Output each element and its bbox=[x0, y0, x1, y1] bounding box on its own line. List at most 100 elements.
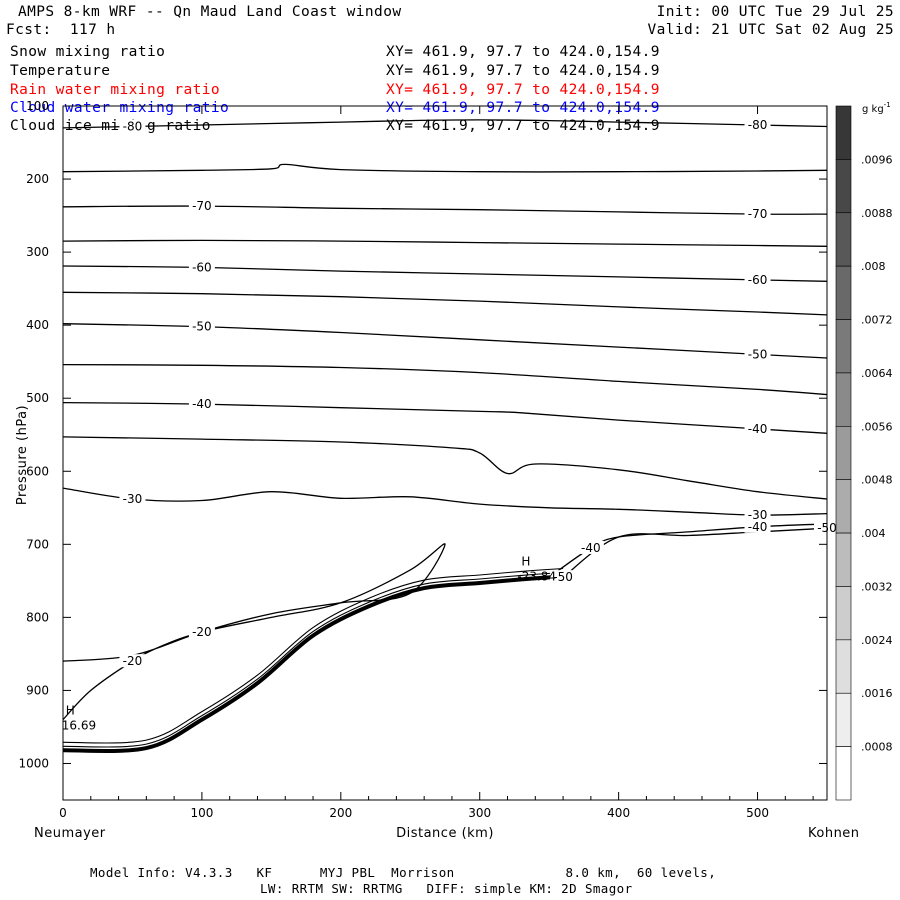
contour-label: -70 bbox=[192, 199, 212, 213]
contour-label-bg bbox=[188, 624, 215, 638]
y-tick-label: 1000 bbox=[18, 756, 49, 770]
contour-label: -50 bbox=[748, 347, 768, 361]
contour-label-bg bbox=[188, 199, 215, 213]
model-info: Model Info: V4.3.3 KF MYJ PBL Morrison 8… bbox=[90, 865, 717, 880]
field-xy-temperature: XY= 461.9, 97.7 to 424.0,154.9 bbox=[386, 63, 660, 79]
contour-label: -70 bbox=[748, 207, 768, 221]
contour-label: -40 bbox=[581, 541, 601, 555]
colorbar-label: .0048 bbox=[861, 474, 893, 487]
colorbar-label: .0008 bbox=[861, 741, 893, 754]
field-label-snow: Snow mixing ratio bbox=[10, 44, 166, 60]
contour-label-bg bbox=[744, 508, 771, 522]
terrain-outline bbox=[62, 567, 564, 744]
colorbar: .0096 .0088 .008 .0072 .0064 .0056 .0048 .004 .0… bbox=[835, 105, 893, 801]
temperature-contour bbox=[62, 163, 828, 173]
contour-label: -40 bbox=[748, 520, 768, 534]
y-tick-label: 100 bbox=[26, 99, 49, 113]
colorbar-band bbox=[835, 586, 852, 641]
y-axis-label: Pressure (hPa) bbox=[15, 405, 30, 505]
valid-time: Valid: 21 UTC Sat 02 Aug 25 bbox=[647, 22, 894, 38]
contour-label-bg bbox=[744, 519, 771, 533]
x-tick-label: 0 bbox=[59, 806, 67, 820]
contour-label-bg bbox=[188, 319, 215, 333]
temperature-contour bbox=[62, 436, 828, 500]
contour-label-bg bbox=[577, 540, 604, 554]
contour-label: -20 bbox=[192, 625, 212, 639]
y-tick-label: 700 bbox=[26, 537, 49, 551]
contour-label-bg bbox=[119, 119, 146, 133]
x-tick-label: 300 bbox=[468, 806, 491, 820]
y-tick-label: 200 bbox=[26, 172, 49, 186]
colorbar-label: .008 bbox=[861, 260, 886, 273]
temperature-contour bbox=[62, 119, 828, 129]
y-tick-label: 800 bbox=[26, 610, 49, 624]
y-tick-label: 900 bbox=[26, 683, 49, 697]
temperature-contour bbox=[62, 291, 828, 316]
temperature-contour bbox=[62, 487, 828, 516]
colorbar-label: .0016 bbox=[861, 687, 893, 700]
field-label-rain: Rain water mixing ratio bbox=[10, 82, 220, 98]
colorbar-band bbox=[835, 639, 852, 694]
colorbar-label: .0024 bbox=[861, 634, 893, 647]
contour-label: -80 bbox=[123, 119, 143, 133]
y-tick-label: 600 bbox=[26, 464, 49, 478]
x-right-station: Kohnen bbox=[808, 826, 860, 841]
x-tick-label: 100 bbox=[190, 806, 213, 820]
colorbar-label: .0032 bbox=[861, 580, 893, 593]
init-time: Init: 00 UTC Tue 29 Jul 25 bbox=[656, 4, 894, 20]
y-axis-ticks: 100 200 300 400 500 600 700 800 900 1000 bbox=[18, 99, 827, 770]
contour-labels: -80 -80-70-70-60-60-50-50-40-40-30-30-20-… bbox=[62, 117, 840, 732]
x-tick-label: 400 bbox=[607, 806, 630, 820]
field-xy-rain: XY= 461.9, 97.7 to 424.0,154.9 bbox=[386, 82, 660, 98]
contour-label-bg bbox=[550, 570, 577, 584]
temperature-contour bbox=[62, 205, 828, 215]
colorbar-band bbox=[835, 479, 852, 534]
contour-label: -60 bbox=[192, 260, 212, 274]
contour-label-bg bbox=[744, 272, 771, 286]
colorbar-band bbox=[835, 265, 852, 320]
contour-label-bg bbox=[744, 117, 771, 131]
contour-label: -40 bbox=[192, 397, 212, 411]
contour-label-bg bbox=[119, 654, 146, 668]
temperature-contour bbox=[62, 543, 446, 721]
terrain-line bbox=[62, 574, 564, 753]
temperature-contour bbox=[62, 239, 828, 247]
colorbar-label: .0056 bbox=[861, 420, 893, 433]
temperature-contour bbox=[62, 323, 828, 359]
contour-label: -60 bbox=[748, 273, 768, 287]
colorbar-band bbox=[835, 212, 852, 267]
contour-label-bg bbox=[188, 260, 215, 274]
colorbar-band bbox=[835, 319, 852, 374]
contour-label-bg bbox=[188, 397, 215, 411]
high-value: -23.84 bbox=[517, 569, 556, 583]
colorbar-unit: g kg-1 bbox=[862, 101, 891, 115]
field-xy-snow: XY= 461.9, 97.7 to 424.0,154.9 bbox=[386, 44, 660, 60]
field-label-temperature: Temperature bbox=[10, 63, 111, 79]
x-tick-label: 200 bbox=[329, 806, 352, 820]
colorbar-label: .0096 bbox=[861, 153, 893, 166]
y-tick-label: 400 bbox=[26, 318, 49, 332]
colorbar-band bbox=[835, 746, 852, 801]
high-marker: H bbox=[66, 703, 75, 717]
colorbar-label: .0088 bbox=[861, 207, 893, 220]
colorbar-band bbox=[835, 159, 852, 214]
forecast-hour: Fcst: 117 h bbox=[6, 22, 116, 38]
colorbar-band bbox=[835, 372, 852, 427]
x-tick-label: 500 bbox=[746, 806, 769, 820]
colorbar-band bbox=[835, 105, 852, 160]
field-label-cloud-water: Cloud water mixing ratio bbox=[10, 100, 230, 116]
colorbar-band bbox=[835, 532, 852, 587]
temperature-contour bbox=[62, 401, 828, 434]
contour-label: -50 bbox=[553, 570, 573, 584]
contour-label-bg bbox=[119, 492, 146, 506]
y-tick-label: 300 bbox=[26, 245, 49, 259]
temperature-contour bbox=[62, 363, 828, 396]
high-value: 16.69 bbox=[62, 718, 96, 732]
contour-lines bbox=[62, 119, 828, 721]
high-marker: H bbox=[521, 554, 530, 568]
colorbar-unit-exponent: -1 bbox=[884, 101, 891, 109]
plot-frame bbox=[62, 105, 828, 801]
contour-label: -30 bbox=[748, 508, 768, 522]
physics-info: LW: RRTM SW: RRTMG DIFF: simple KM: 2D S… bbox=[260, 881, 633, 896]
